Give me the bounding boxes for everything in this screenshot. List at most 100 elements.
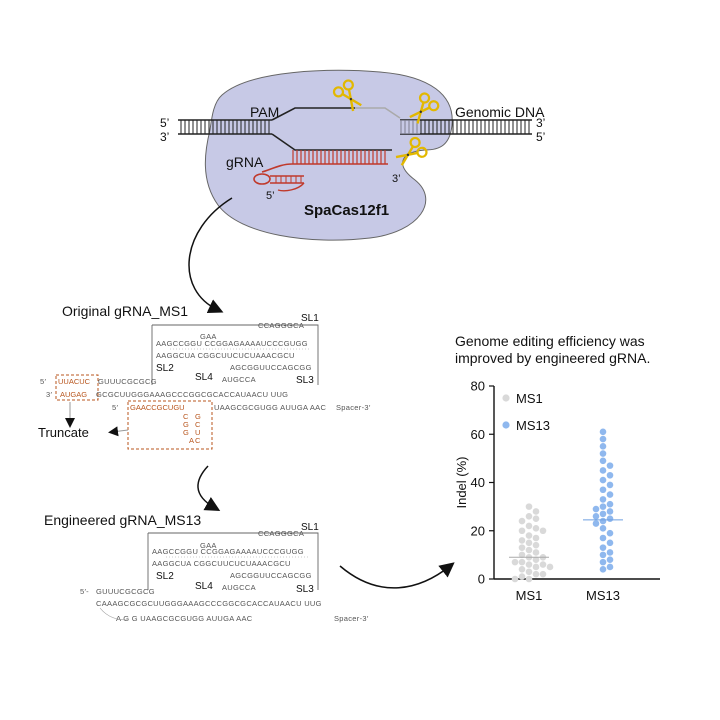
data-point [539,527,547,535]
original-title: Original gRNA_MS1 [62,303,188,319]
svg-text:C: C [195,436,201,445]
svg-text:5′: 5′ [112,403,118,412]
truncate-box-loop [127,400,213,450]
svg-text:AAGGCUA CGGCUUCUCUAAACGCU: AAGGCUA CGGCUUCUCUAAACGCU [152,559,291,568]
svg-text:C: C [195,420,201,429]
data-point [606,539,614,547]
data-point [599,467,607,474]
arrow-to-chart [339,562,455,589]
truncate-label: Truncate [38,425,89,440]
data-point [606,556,614,563]
svg-text:C: C [183,412,189,421]
data-point [525,522,533,530]
x-tick-label: MS13 [586,588,620,603]
svg-text:GAA: GAA [200,332,217,341]
data-point [606,549,614,556]
data-point [532,556,540,563]
grna-three-prime: 3’ [392,173,401,185]
data-point [592,505,600,513]
data-point [606,481,614,489]
data-point [518,558,526,566]
data-point [599,428,607,436]
data-point [599,503,607,510]
caption-line-2: improved by engineered gRNA. [455,350,650,366]
legend-label: MS13 [516,418,550,433]
data-point [518,544,526,551]
original-grna-panel: Original gRNA_MS1 CCAGGGCA SL1 GAA AAGCC… [38,303,371,450]
non-target-strand [271,107,355,121]
svg-text:5′-: 5′- [80,587,89,596]
data-point [599,476,607,484]
data-point [606,471,614,479]
svg-text:5′: 5′ [40,377,46,386]
data-point [525,503,533,510]
svg-text:Spacer-3′: Spacer-3′ [334,614,369,623]
data-point [518,573,526,580]
data-point [525,546,533,554]
data-point [599,457,607,465]
data-point [532,534,540,542]
dna-duplex-right [400,120,530,134]
svg-text:Spacer-3′: Spacer-3′ [336,403,371,412]
data-point [599,443,607,450]
svg-text:A: A [189,436,194,445]
data-point [532,515,540,522]
svg-text:A G G UAAGCGCGUGG AUUGA: A G G UAAGCGCGUGG AUUGA AAC [116,614,253,623]
data-point [599,544,607,551]
svg-text:AUGCCA: AUGCCA [222,375,256,384]
svg-text:G: G [195,412,201,421]
y-tick-label: 20 [471,523,485,538]
data-point [532,541,540,549]
data-point [599,435,607,443]
data-point [599,510,607,518]
data-point [525,561,533,568]
svg-text:CAAAGCGCGCUUGGGAAAGCCCGGCGCACC: CAAAGCGCGCUUGGGAAAGCCCGGCGCACCAUAACU UUG [96,599,322,608]
arrow-to-original [188,197,233,313]
svg-text:SL2: SL2 [156,571,174,582]
data-point [599,517,607,525]
svg-text:GUUUCGCGCG: GUUUCGCGCG [96,587,155,596]
y-tick-label: 40 [471,475,485,490]
three-prime-right: 3’ [536,116,545,130]
data-point [599,496,607,503]
svg-text:U: U [195,428,200,437]
data-point [606,563,614,571]
scissors-icon [332,79,362,112]
data-point [525,539,533,547]
data-point [606,529,614,537]
svg-text:AAGCCGGU CCGGAGAAAAUCCCGUGG: AAGCCGGU CCGGAGAAAAUCCCGUGG [152,547,304,556]
truncate-box-5prime [55,374,99,401]
five-prime-left: 5’ [160,116,169,130]
pam-label: PAM [250,104,279,120]
svg-text:SL4: SL4 [195,581,213,592]
legend-marker [502,421,510,429]
svg-text:SL1: SL1 [301,313,319,324]
three-prime-left: 3’ [160,130,169,144]
legend-marker [502,394,510,402]
data-point [592,512,600,520]
grna-label: gRNA [226,154,264,170]
data-point [518,537,526,544]
arrow-to-engineered [197,465,221,511]
data-point [518,566,526,573]
svg-text:AGCGGUUCCAGCGG: AGCGGUUCCAGCGG [230,363,312,372]
svg-text:UAAGCGCGUGG AUUGA AAC: UAAGCGCGUGG AUUGA AAC [214,403,326,412]
data-point [546,563,554,571]
data-point [539,570,547,578]
data-point [525,512,533,520]
svg-text:GAACCGCUGU: GAACCGCUGU [130,403,185,412]
grna-five-prime: 5’ [266,190,275,202]
scissors-icon [395,136,428,166]
data-point [599,558,607,566]
svg-text:SL3: SL3 [296,375,314,386]
y-axis-label: Indel (%) [454,456,469,508]
data-point [532,508,540,515]
data-point [599,486,607,494]
data-point [606,508,614,515]
five-prime-right: 5’ [536,130,545,144]
svg-text:SL3: SL3 [296,584,314,595]
svg-text:GCGCUUGGGAAAGCCCGGCGCACCAUAACU: GCGCUUGGGAAAGCCCGGCGCACCAUAACU UUG [96,390,288,399]
svg-text:AUGAG: AUGAG [60,390,87,399]
data-point [532,563,540,571]
